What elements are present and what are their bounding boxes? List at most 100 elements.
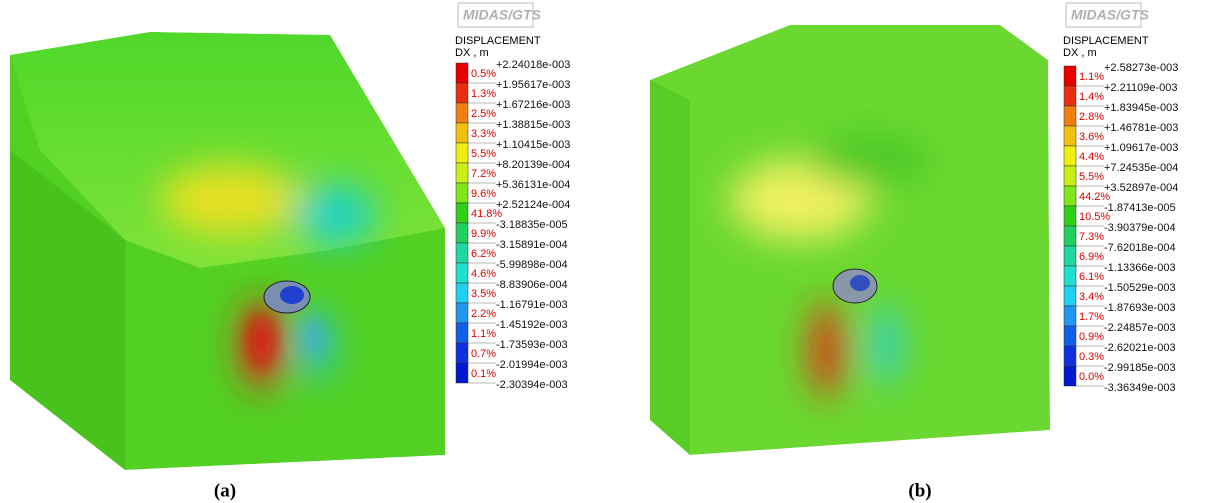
percent-label: 0.3% xyxy=(1079,351,1104,363)
bound-label: -2.62021e-003 xyxy=(1104,342,1176,354)
percent-label: 9.6% xyxy=(471,188,496,200)
percent-label: 9.9% xyxy=(471,228,496,240)
bound-label: +2.21109e-003 xyxy=(1104,82,1178,94)
legend-swatch xyxy=(456,223,468,243)
legend-swatch xyxy=(456,163,468,183)
legend-swatch xyxy=(1064,166,1076,186)
legend-swatch xyxy=(1064,246,1076,266)
figure: MIDAS/GTSDISPLACEMENTDX , m0.5%1.3%2.5%3… xyxy=(0,0,1207,503)
percent-label: 0.1% xyxy=(471,368,496,380)
percent-label: 2.2% xyxy=(471,308,496,320)
caption cap: (b) xyxy=(908,480,931,501)
legend-swatch xyxy=(456,123,468,143)
legend-swatch xyxy=(1064,226,1076,246)
logo: MIDAS/GTS xyxy=(1071,7,1149,23)
bound-label: +1.38815e-003 xyxy=(496,119,570,131)
legend-swatch xyxy=(456,263,468,283)
bound-label: -8.83906e-004 xyxy=(496,279,568,291)
legend-swatch xyxy=(1064,106,1076,126)
percent-label: 3.3% xyxy=(471,128,496,140)
percent-label: 1.1% xyxy=(1079,71,1104,83)
percent-label: 3.6% xyxy=(1079,131,1104,143)
bound-label: -7.62018e-004 xyxy=(1104,242,1176,254)
logo: MIDAS/GTS xyxy=(463,7,541,23)
bound-label: -3.18835e-005 xyxy=(496,219,568,231)
figure-canvas: MIDAS/GTSDISPLACEMENTDX , m0.5%1.3%2.5%3… xyxy=(0,0,1207,503)
bound-label: +2.24018e-003 xyxy=(496,59,570,71)
bound-label: -2.99185e-003 xyxy=(1104,362,1176,374)
legend-swatch xyxy=(1064,186,1076,206)
bound-label: -1.13366e-003 xyxy=(1104,262,1176,274)
legend-swatch xyxy=(1064,306,1076,326)
bound-label: -3.36349e-003 xyxy=(1104,382,1176,394)
percent-label: 1.4% xyxy=(1079,91,1104,103)
bound-label: +8.20139e-004 xyxy=(496,159,570,171)
bound-label: +5.36131e-004 xyxy=(496,179,570,191)
bound-label: -2.24857e-003 xyxy=(1104,322,1176,334)
percent-label: 0.5% xyxy=(471,68,496,80)
bound-label: -2.30394e-003 xyxy=(496,379,568,391)
bound-label: +1.83945e-003 xyxy=(1104,102,1178,114)
bound-label: -3.15891e-004 xyxy=(496,239,568,251)
legend-swatch xyxy=(1064,126,1076,146)
bound-label: +1.10415e-003 xyxy=(496,139,570,151)
model-a xyxy=(10,32,445,470)
legend-swatch xyxy=(456,283,468,303)
percent-label: 1.7% xyxy=(1079,311,1104,323)
legend-swatch xyxy=(1064,346,1076,366)
percent-label: 6.9% xyxy=(1079,251,1104,263)
bound-label: -1.45192e-003 xyxy=(496,319,568,331)
legend-title: DISPLACEMENT xyxy=(1063,35,1149,47)
percent-label: 3.4% xyxy=(1079,291,1104,303)
percent-label: 5.5% xyxy=(471,148,496,160)
bound-label: +3.52897e-004 xyxy=(1104,182,1178,194)
legend-swatch xyxy=(1064,206,1076,226)
legend-swatch xyxy=(456,63,468,83)
bound-label: +1.67216e-003 xyxy=(496,99,570,111)
legend-swatch xyxy=(456,303,468,323)
percent-label: 4.4% xyxy=(1079,151,1104,163)
bound-label: -1.87693e-003 xyxy=(1104,302,1176,314)
legend-swatch xyxy=(1064,366,1076,386)
bound-label: +2.58273e-003 xyxy=(1104,62,1178,74)
legend-swatch xyxy=(456,243,468,263)
legend-swatch xyxy=(1064,286,1076,306)
percent-label: 1.1% xyxy=(471,328,496,340)
bound-label: +1.09617e-003 xyxy=(1104,142,1178,154)
bound-label: +7.24535e-004 xyxy=(1104,162,1178,174)
legend-swatch xyxy=(456,363,468,383)
bound-label: -1.87413e-005 xyxy=(1104,202,1176,214)
legend-unit: DX , m xyxy=(1063,47,1097,59)
bound-label: -1.50529e-003 xyxy=(1104,282,1176,294)
percent-label: 6.1% xyxy=(1079,271,1104,283)
legend-swatch xyxy=(1064,66,1076,86)
percent-label: 6.2% xyxy=(471,248,496,260)
percent-label: 0.9% xyxy=(1079,331,1104,343)
legend-unit: DX , m xyxy=(455,47,489,59)
bound-label: -1.16791e-003 xyxy=(496,299,568,311)
bound-label: -3.90379e-004 xyxy=(1104,222,1176,234)
legend-swatch xyxy=(1064,86,1076,106)
bound-label: +2.52124e-004 xyxy=(496,199,570,211)
percent-label: 7.3% xyxy=(1079,231,1104,243)
bound-label: -1.73593e-003 xyxy=(496,339,568,351)
bound-label: -5.99898e-004 xyxy=(496,259,568,271)
legend-swatch xyxy=(1064,146,1076,166)
bound-label: -2.01994e-003 xyxy=(496,359,568,371)
legend-swatch xyxy=(456,203,468,223)
percent-label: 2.5% xyxy=(471,108,496,120)
legend-swatch xyxy=(1064,266,1076,286)
percent-label: 1.3% xyxy=(471,88,496,100)
caption cap: (a) xyxy=(214,480,236,501)
percent-label: 7.2% xyxy=(471,168,496,180)
percent-label: 5.5% xyxy=(1079,171,1104,183)
legend-swatch xyxy=(456,83,468,103)
model-b xyxy=(650,25,1050,455)
legend-swatch xyxy=(1064,326,1076,346)
legend-title: DISPLACEMENT xyxy=(455,35,541,47)
legend-swatch xyxy=(456,323,468,343)
legend-swatch xyxy=(456,343,468,363)
percent-label: 0.7% xyxy=(471,348,496,360)
percent-label: 3.5% xyxy=(471,288,496,300)
legend-swatch xyxy=(456,183,468,203)
